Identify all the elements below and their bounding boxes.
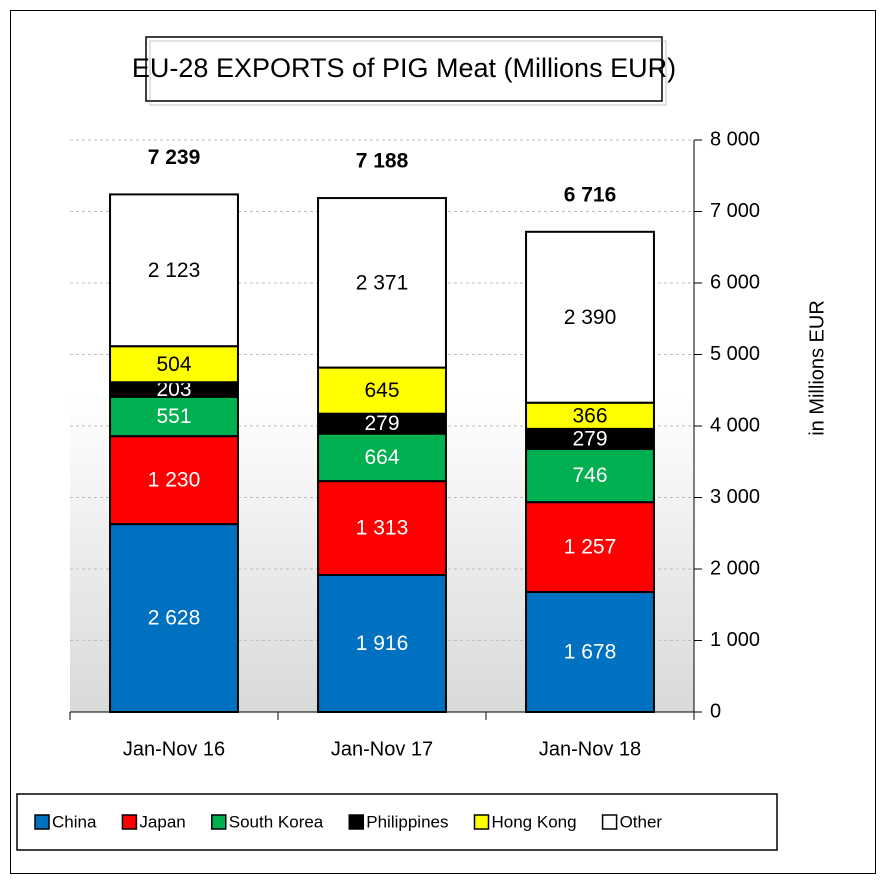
value-label: 2 628 (148, 607, 201, 630)
y-tick-label: 7 000 (710, 200, 760, 222)
total-label: 6 716 (564, 183, 617, 206)
value-label: 664 (364, 446, 399, 469)
value-label: 203 (156, 378, 191, 401)
legend-swatch (601, 814, 618, 830)
value-label: 1 313 (356, 517, 409, 540)
y-tick-label: 8 000 (710, 128, 760, 150)
bar-segment (317, 197, 447, 369)
bar-segment (525, 591, 655, 714)
x-tick-label: Jan-Nov 16 (123, 738, 225, 760)
value-label: 1 257 (564, 536, 617, 559)
value-label: 1 678 (564, 641, 617, 664)
legend-swatch (211, 814, 227, 830)
y-tick-label: 1 000 (710, 629, 760, 651)
value-label: 2 123 (148, 259, 201, 282)
value-label: 504 (156, 353, 191, 376)
legend-box (16, 793, 778, 851)
y-tick-label: 2 000 (710, 557, 760, 579)
bar-segment (109, 193, 239, 348)
value-label: 2 390 (564, 306, 617, 329)
value-label: 2 371 (356, 271, 409, 294)
bar-segment (525, 447, 655, 504)
legend-label: China (52, 812, 97, 831)
bar-segment (109, 523, 239, 714)
value-label: 279 (572, 427, 607, 450)
total-label: 7 239 (148, 146, 201, 169)
y-tick-label: 0 (710, 700, 721, 722)
bar-segment (317, 432, 447, 483)
legend-label: Other (620, 812, 663, 831)
legend-label: Hong Kong (492, 812, 577, 831)
title-box (145, 36, 663, 102)
bar-segment (317, 366, 447, 415)
value-label: 645 (364, 379, 399, 402)
legend-swatch (473, 814, 490, 830)
chart-title: EU-28 EXPORTS of PIG Meat (Millions EUR) (132, 53, 676, 83)
value-label: 279 (364, 412, 399, 435)
y-tick-label: 4 000 (710, 414, 760, 436)
value-label: 551 (156, 405, 191, 428)
y-axis-label: in Millions EUR (806, 300, 828, 436)
legend-label: South Korea (229, 812, 324, 831)
x-tick-label: Jan-Nov 18 (539, 738, 641, 760)
bar-segment (317, 480, 447, 577)
value-label: 746 (572, 464, 607, 487)
value-label: 366 (572, 404, 607, 427)
bar-segment (525, 501, 655, 594)
bar-segment (109, 345, 239, 384)
legend-label: Japan (139, 812, 185, 831)
legend-swatch (34, 814, 50, 830)
legend-label: Philippines (366, 812, 448, 831)
legend-swatch (348, 814, 365, 830)
bar-segment (109, 395, 239, 438)
title-shadow (149, 40, 667, 106)
value-label: 1 916 (356, 632, 409, 655)
legend-swatch (121, 814, 138, 830)
value-label: 1 230 (148, 469, 201, 492)
y-tick-label: 5 000 (710, 343, 760, 365)
x-tick-label: Jan-Nov 17 (331, 738, 433, 760)
y-tick-label: 6 000 (710, 271, 760, 293)
bar-segment (317, 574, 447, 713)
total-label: 7 188 (356, 150, 409, 173)
bar-segment (525, 230, 655, 404)
y-tick-label: 3 000 (710, 486, 760, 508)
